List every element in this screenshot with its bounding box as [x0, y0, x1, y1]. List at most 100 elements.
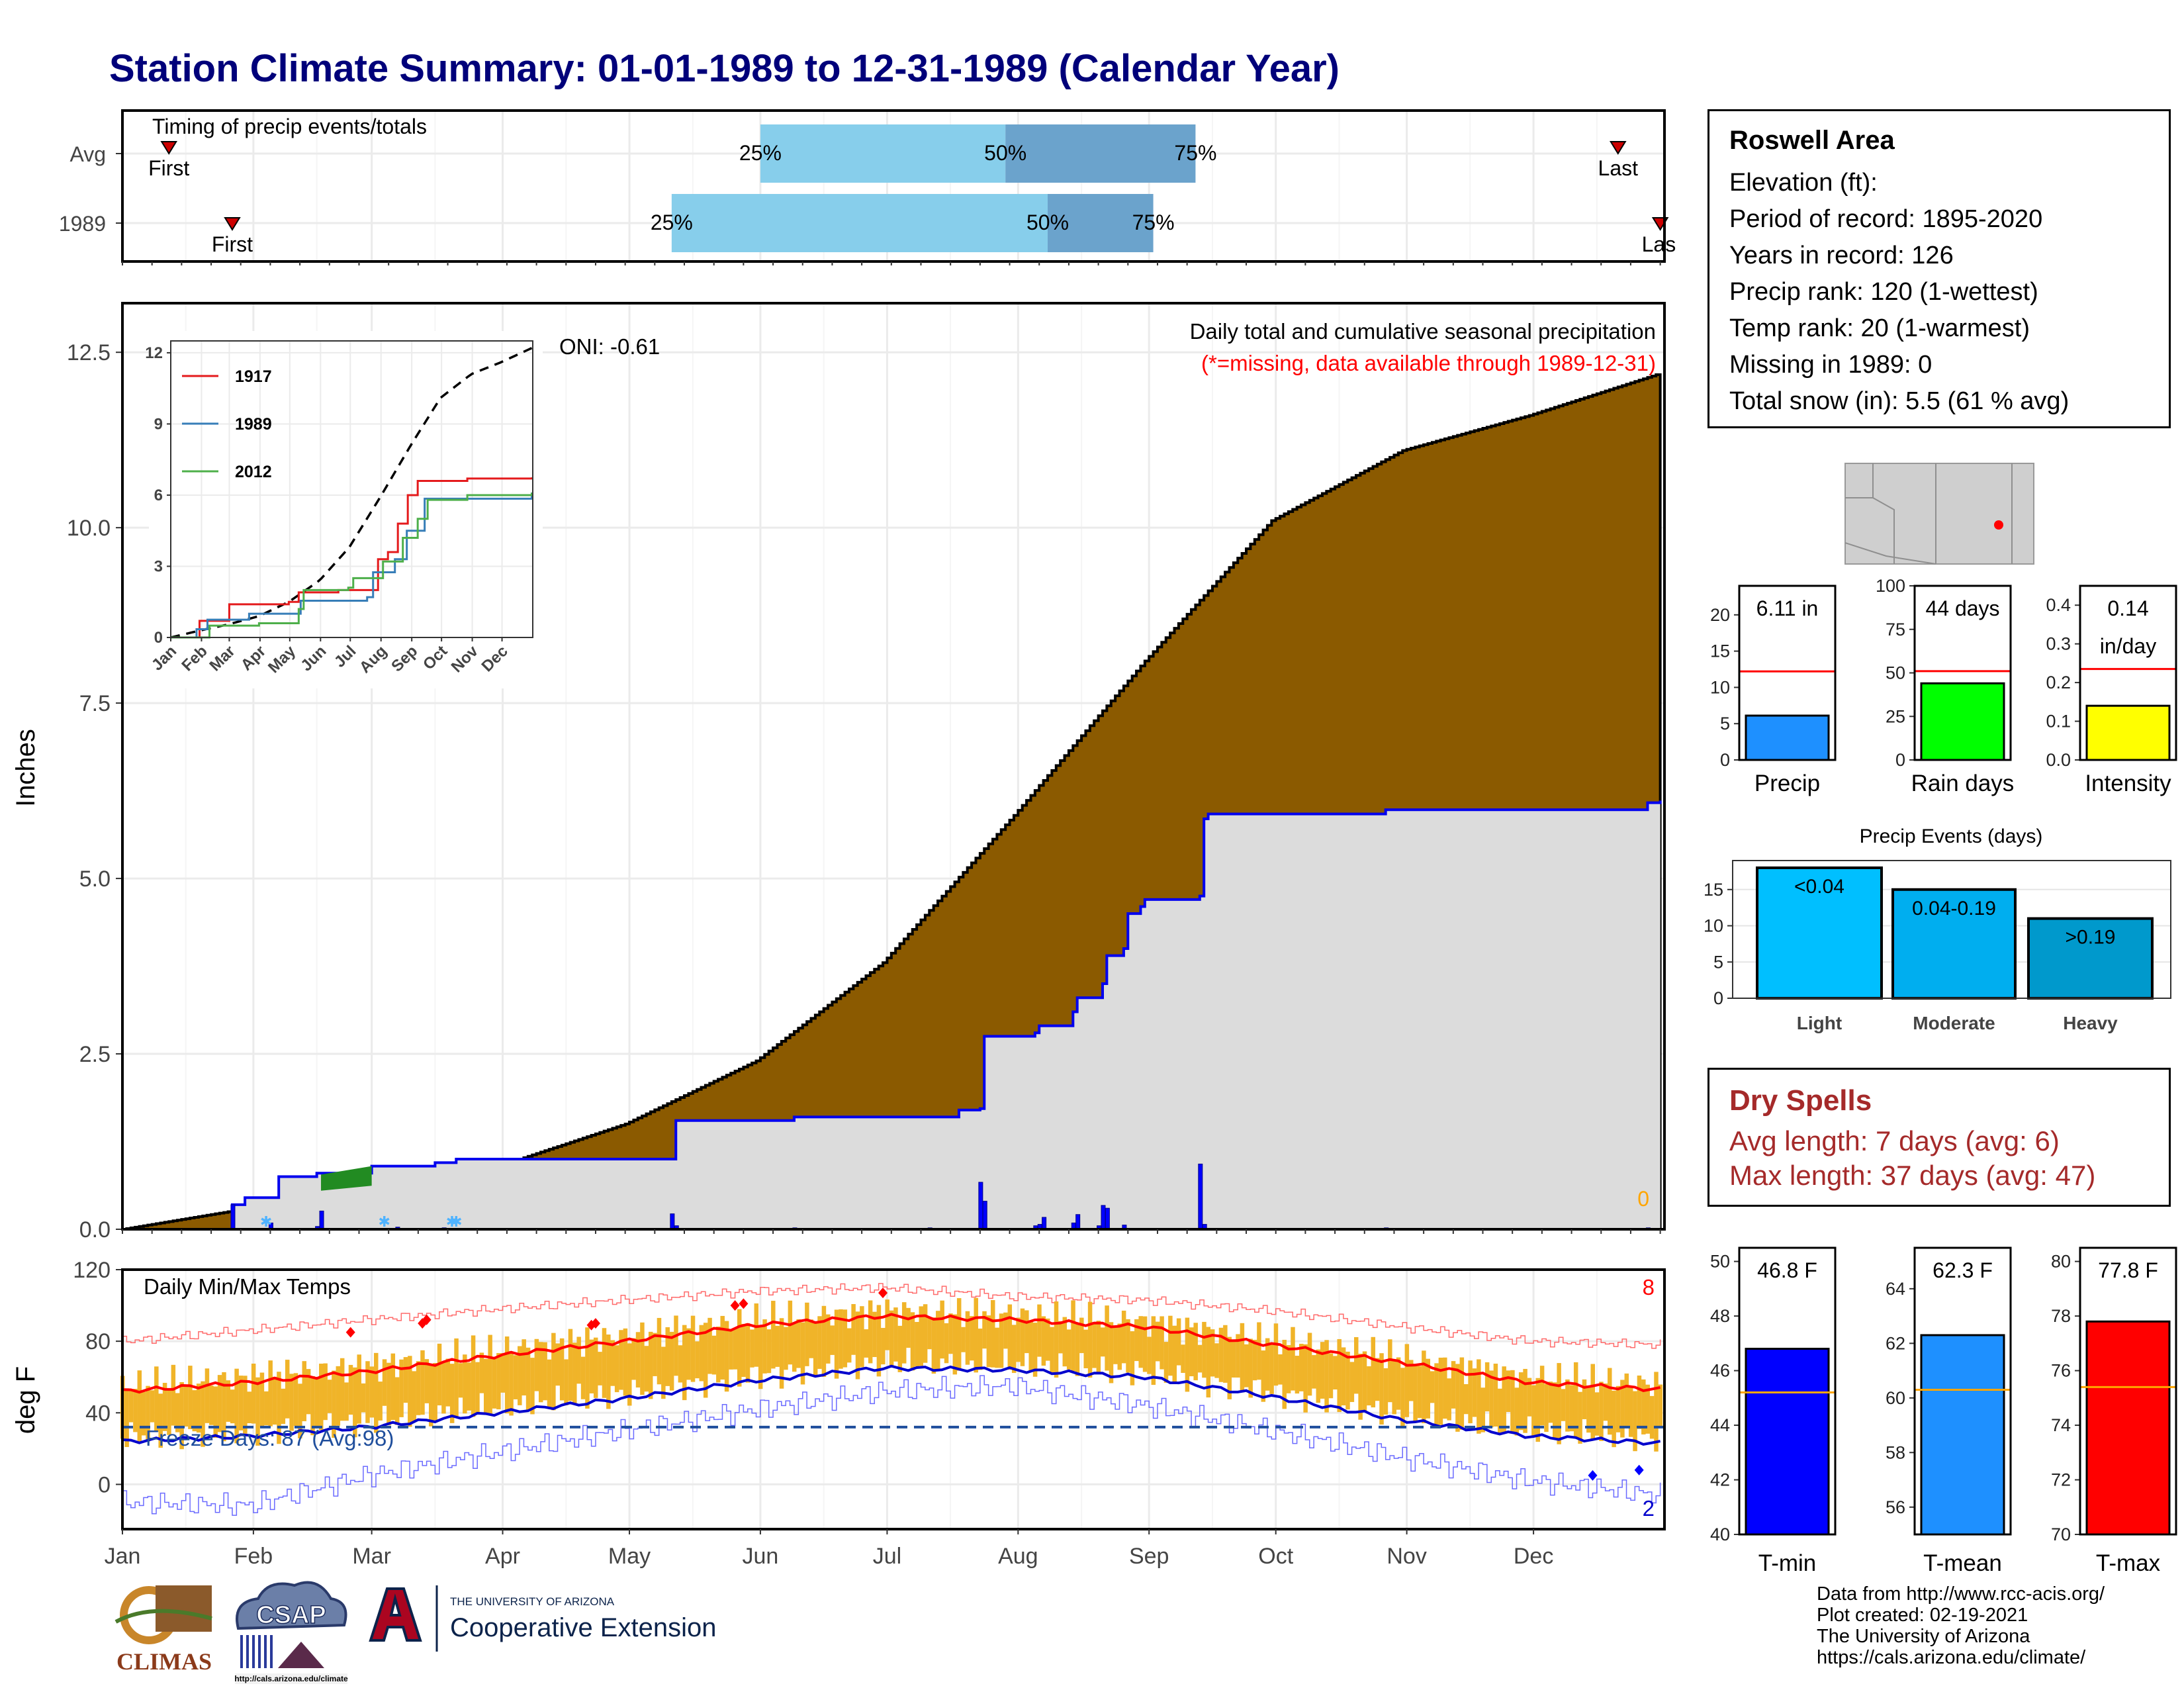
daily-temp-bar [940, 1300, 944, 1359]
daily-temp-bar [559, 1338, 565, 1401]
daily-temp-bar [192, 1390, 197, 1432]
mini-ytick-label: 100 [1876, 576, 1905, 596]
daily-temp-bar [644, 1346, 649, 1392]
daily-temp-bar [635, 1332, 641, 1388]
daily-temp-bar [1066, 1329, 1071, 1370]
daily-temp-bar [340, 1358, 345, 1421]
daily-temp-bar [1151, 1316, 1156, 1385]
daily-temp-bar [124, 1388, 129, 1447]
daily-precip-bar [982, 1201, 987, 1230]
inset-legend-label: 1989 [235, 415, 272, 434]
daily-temp-bar [821, 1305, 827, 1378]
daily-temp-bar [948, 1313, 953, 1354]
daily-temp-bar [1218, 1327, 1224, 1382]
climas-logo-block [156, 1585, 212, 1632]
temp-bar-label: T-mean [1923, 1550, 2002, 1576]
precip-ytick-label: 7.5 [79, 691, 111, 716]
daily-temp-bar [881, 1328, 886, 1365]
record-low-marker [1588, 1470, 1598, 1481]
daily-temp-bar [1320, 1342, 1325, 1399]
daily-temp-bar [1257, 1322, 1261, 1380]
mini-ytick-label: 0.1 [2046, 712, 2071, 731]
daily-temp-bar [445, 1358, 451, 1407]
daily-temp-bar [1227, 1336, 1232, 1399]
daily-temp-bar [1126, 1319, 1130, 1373]
last-event-marker [1609, 141, 1627, 155]
daily-temp-bar [1345, 1351, 1350, 1410]
daily-temp-bar [1003, 1312, 1008, 1349]
mini-bar-value [2085, 704, 2171, 761]
credit-univ: The University of Arizona [1817, 1626, 2030, 1647]
daily-temp-bar [500, 1353, 506, 1393]
daily-temp-bar [1641, 1379, 1646, 1434]
daily-precip-bar [1105, 1207, 1110, 1230]
daily-temp-bar [1569, 1385, 1574, 1432]
daily-temp-bar [872, 1311, 877, 1358]
daily-temp-bar [1130, 1331, 1135, 1385]
logos: CLIMAS CSAP http://cals.arizona.edu/climat… [114, 1581, 716, 1684]
daily-temp-bar [568, 1329, 573, 1401]
daily-temp-bar [800, 1322, 805, 1385]
daily-temp-bar [1147, 1336, 1152, 1374]
daily-temp-bar [627, 1343, 632, 1406]
daily-temp-bar [1142, 1316, 1148, 1372]
daily-temp-bar [268, 1360, 273, 1427]
timing-bar-q2 [1005, 124, 1196, 183]
month-label: Jan [105, 1544, 141, 1569]
daily-temp-bar [390, 1353, 396, 1421]
daily-temp-bar [525, 1347, 531, 1412]
daily-temp-bar [1548, 1382, 1553, 1423]
record-max-line [122, 1283, 1661, 1349]
daily-temp-bar [1316, 1349, 1321, 1403]
temp-ytick-label: 74 [2051, 1415, 2071, 1435]
inset-avg-line [170, 347, 533, 639]
mini-ytick-label: 0.0 [2046, 750, 2071, 770]
daily-temp-bar [623, 1328, 628, 1396]
daily-temp-bar [648, 1331, 653, 1399]
snow-day-count: 0 [1637, 1187, 1649, 1211]
daily-temp-bar [298, 1383, 302, 1438]
daily-temp-bar [454, 1338, 459, 1418]
daily-temp-bar [1539, 1366, 1545, 1426]
timing-pct50-label: 50% [1026, 211, 1069, 234]
daily-temp-bar [162, 1383, 167, 1431]
daily-temp-bar [1612, 1390, 1616, 1448]
daily-temp-bar [361, 1383, 366, 1413]
daily-precip-bar [1198, 1163, 1203, 1230]
daily-temp-bar [1046, 1318, 1050, 1361]
daily-temp-bar [1523, 1368, 1527, 1433]
daily-temp-bar [449, 1364, 455, 1423]
daily-temp-bar [277, 1372, 281, 1444]
daily-temp-bar [995, 1327, 999, 1368]
daily-temp-bar [1273, 1323, 1279, 1386]
daily-temp-bar [175, 1393, 180, 1432]
record-high-marker [878, 1288, 888, 1299]
daily-temp-bar [779, 1318, 784, 1389]
daily-temp-bar [327, 1380, 332, 1413]
daily-temp-bar [1447, 1378, 1451, 1421]
daily-temp-bar [1430, 1371, 1435, 1403]
events-bar [2027, 917, 2154, 1000]
inset-legend-label: 1917 [235, 367, 272, 386]
daily-temp-bar [1265, 1338, 1270, 1391]
snow-day-marker: ✱ [260, 1213, 272, 1230]
daily-temp-bar [910, 1312, 915, 1371]
daily-temp-bar [965, 1311, 970, 1365]
temp-bar-border [1913, 1246, 2012, 1536]
station-info-box: Roswell Area Elevation (ft): Period of r… [1707, 109, 2171, 428]
daily-temp-bar [1371, 1336, 1376, 1408]
daily-temp-bar [205, 1368, 210, 1423]
first-event-marker [224, 217, 241, 231]
daily-temp-bar [1658, 1384, 1663, 1427]
daily-temp-bar [1155, 1321, 1160, 1362]
timing-row-label: Avg [69, 142, 106, 166]
daily-temp-bar [1438, 1357, 1443, 1425]
daily-temp-bar [1553, 1382, 1557, 1438]
daily-temp-bar [1121, 1310, 1126, 1364]
precip-ytick-label: 10.0 [67, 516, 111, 541]
daily-temp-bar [729, 1329, 733, 1370]
daily-temp-bar [247, 1391, 252, 1423]
inset-ytick-label: 12 [145, 344, 163, 362]
mini-bar-label: Rain days [1911, 771, 2015, 796]
daily-temp-bar [420, 1350, 425, 1415]
